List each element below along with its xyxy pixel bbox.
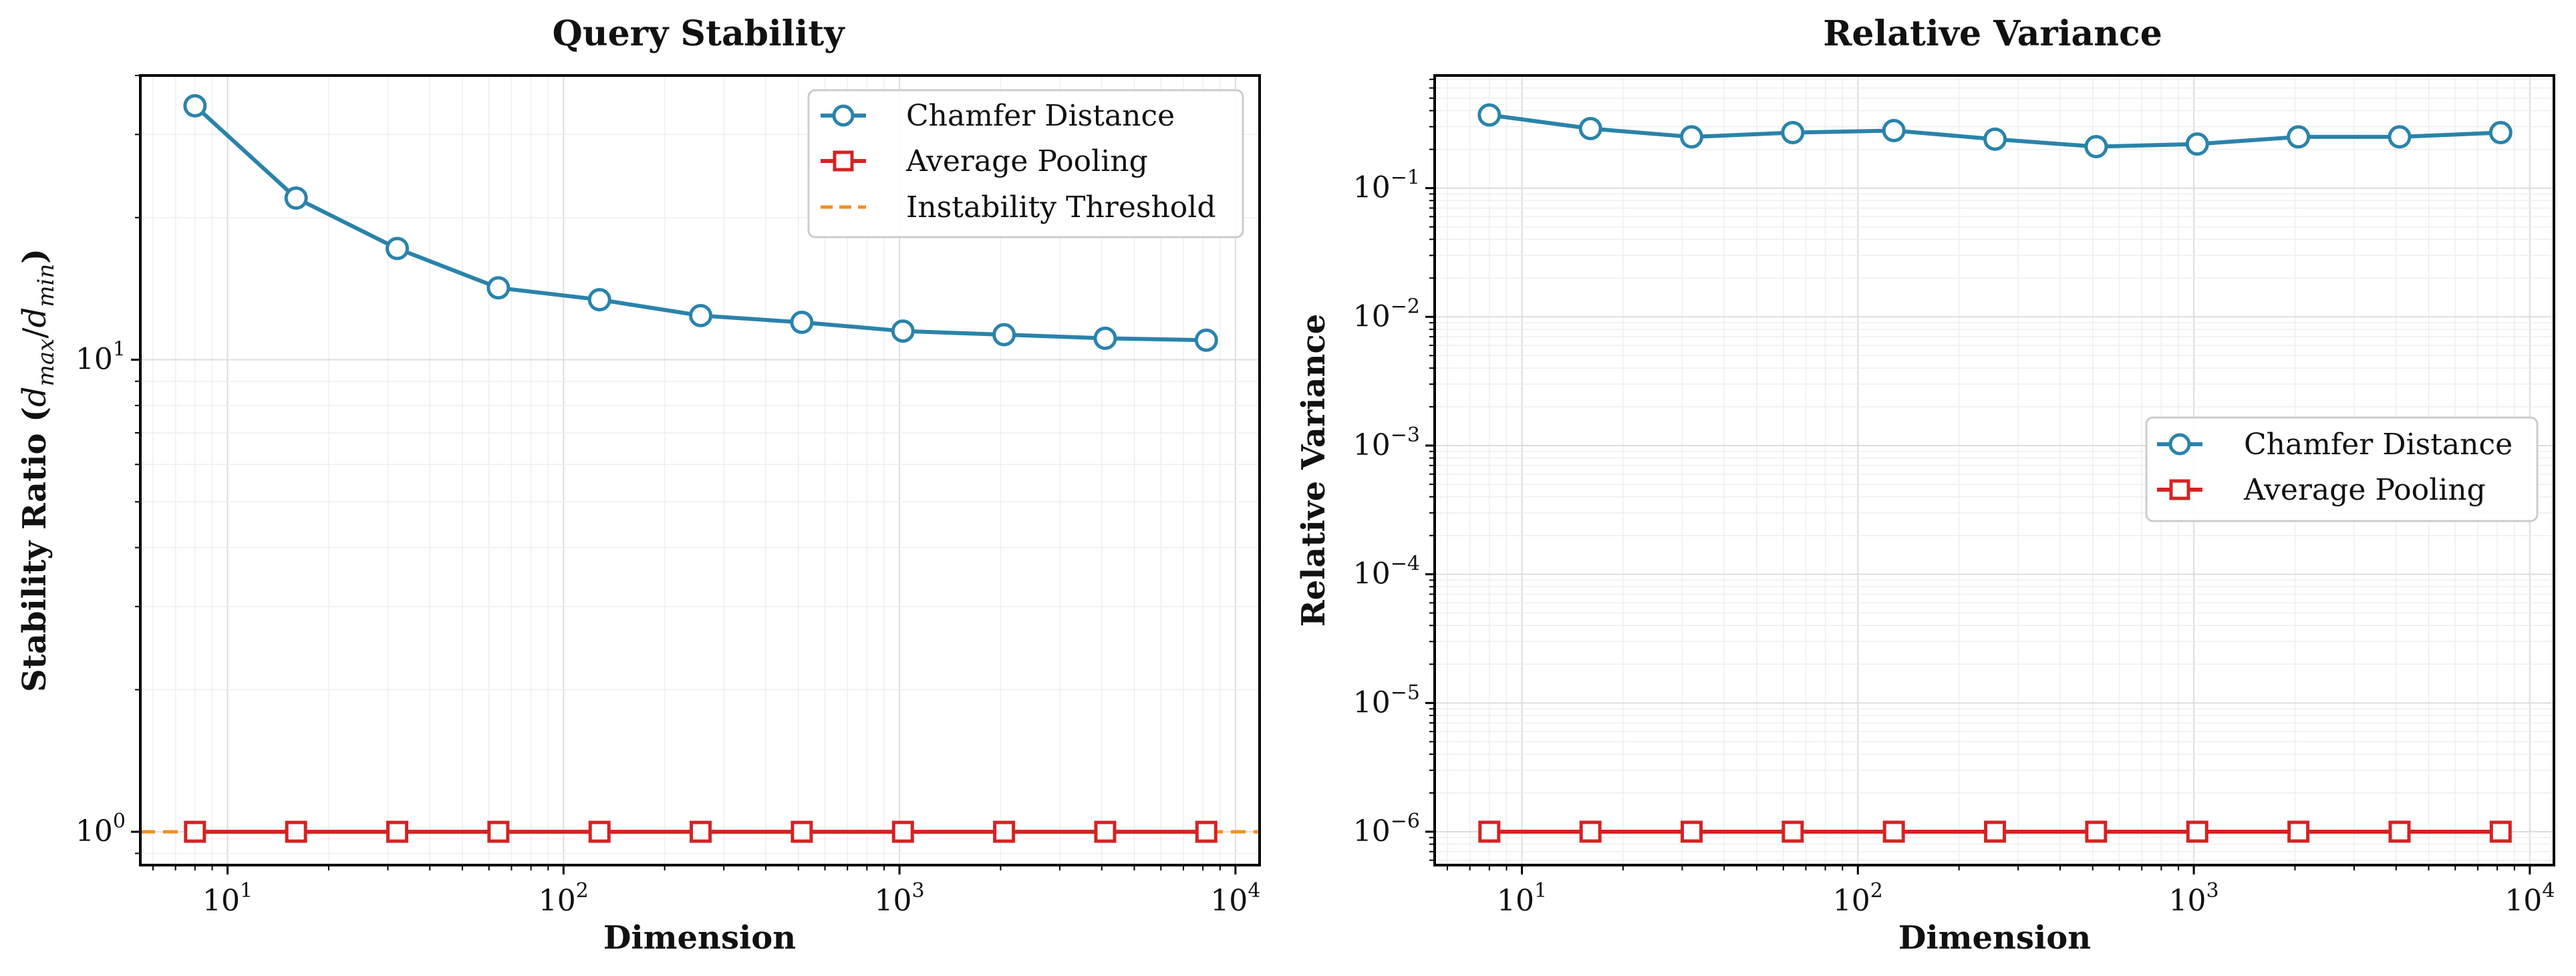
x-tick-label: 103 — [2169, 879, 2219, 918]
x-tick-label: 104 — [2505, 879, 2555, 918]
data-point-circle — [183, 94, 207, 118]
data-point-circle — [386, 236, 410, 261]
data-point-circle — [587, 288, 611, 312]
legend-square-marker — [2169, 479, 2190, 500]
legend-circle-marker — [2168, 433, 2191, 456]
plot-frame — [1433, 74, 2555, 866]
y-tick-label: 10−3 — [1353, 424, 1420, 462]
legend-entry-pooling: Average Pooling — [821, 144, 1148, 178]
data-point-square — [1195, 820, 1218, 843]
plot-frame — [139, 74, 1261, 866]
y-tick-label: 100 — [76, 810, 126, 848]
y-tick-label: 10−2 — [1353, 295, 1420, 333]
legend-label-chamfer: Chamfer Distance — [906, 99, 1175, 133]
data-point-square — [386, 820, 409, 843]
legend-entry-chamfer: Chamfer Distance — [821, 99, 1175, 133]
data-point-circle — [1983, 127, 2007, 151]
data-point-circle — [1477, 103, 1501, 127]
legend-square-marker — [833, 150, 854, 172]
data-point-circle — [2388, 125, 2412, 149]
data-point-square — [1984, 820, 2007, 843]
query-stability-chart: Query Stability 101 102 103 104 100 101 Dimen… — [16, 13, 1261, 957]
legend: Chamfer Distance Average Pooling Instabi… — [807, 89, 1244, 238]
y-tick-label: 101 — [76, 337, 126, 376]
data-point-circle — [891, 319, 915, 343]
x-tick-label: 103 — [875, 879, 925, 918]
x-axis-label: Dimension — [603, 919, 796, 957]
legend-label-pooling: Average Pooling — [905, 144, 1148, 178]
data-point-circle — [1882, 118, 1906, 142]
chart-title: Query Stability — [552, 13, 845, 54]
data-point-circle — [2488, 120, 2513, 144]
legend-entry-pooling: Average Pooling — [2157, 473, 2486, 507]
data-point-square — [891, 820, 914, 843]
data-point-square — [1478, 820, 1501, 843]
x-tick-label: 104 — [1210, 879, 1260, 918]
data-point-circle — [1093, 326, 1117, 350]
x-tick-label: 102 — [539, 879, 589, 918]
data-point-square — [791, 820, 813, 843]
x-tick-label: 101 — [202, 879, 253, 918]
data-point-square — [2287, 820, 2310, 843]
data-point-square — [1094, 820, 1117, 843]
data-point-square — [690, 820, 712, 843]
data-point-circle — [486, 276, 511, 300]
data-point-square — [993, 820, 1016, 843]
legend-entry-chamfer: Chamfer Distance — [2157, 428, 2513, 462]
data-point-circle — [1781, 120, 1805, 144]
legend-label-pooling: Average Pooling — [2243, 473, 2486, 507]
y-tick-label: 10−1 — [1353, 166, 1420, 205]
legend-label-threshold: Instability Threshold — [906, 190, 1216, 224]
data-point-square — [1681, 820, 1703, 843]
y-tick-label: 10−5 — [1353, 681, 1420, 719]
x-axis-label: Dimension — [1898, 919, 2091, 957]
data-point-circle — [2287, 125, 2311, 149]
data-point-circle — [1680, 125, 1704, 149]
data-point-square — [1781, 820, 1804, 843]
data-point-circle — [790, 311, 814, 335]
x-tick-label: 101 — [1497, 879, 1547, 918]
data-point-square — [588, 820, 611, 843]
legend-label-chamfer: Chamfer Distance — [2244, 428, 2513, 462]
data-point-square — [2388, 820, 2411, 843]
data-point-square — [285, 820, 307, 843]
data-point-circle — [1194, 328, 1218, 352]
data-point-circle — [992, 323, 1016, 347]
data-point-square — [487, 820, 510, 843]
data-point-circle — [689, 303, 713, 327]
data-point-square — [1882, 820, 1905, 843]
data-point-square — [2489, 820, 2512, 843]
data-point-circle — [2084, 135, 2108, 159]
data-point-circle — [284, 186, 308, 210]
legend-entry-threshold: Instability Threshold — [821, 190, 1216, 224]
data-point-square — [2085, 820, 2108, 843]
chart-title: Relative Variance — [1823, 13, 2162, 54]
data-point-circle — [2185, 132, 2209, 156]
data-point-square — [1579, 820, 1602, 843]
legend-circle-marker — [832, 104, 855, 127]
y-tick-label: 10−6 — [1353, 810, 1420, 848]
y-tick-label: 10−4 — [1353, 552, 1420, 591]
data-point-circle — [1578, 117, 1602, 141]
x-tick-label: 102 — [1833, 879, 1883, 918]
y-axis-label: Relative Variance — [1295, 314, 1332, 627]
legend: Chamfer Distance Average Pooling — [2145, 416, 2539, 522]
data-point-square — [2186, 820, 2208, 843]
relative-variance-chart: Relative Variance 101 102 103 104 10−6 10−5 10… — [1295, 13, 2555, 957]
data-point-square — [184, 820, 206, 843]
y-axis-label: Stability Ratio (dmax/dmin) — [16, 249, 59, 692]
